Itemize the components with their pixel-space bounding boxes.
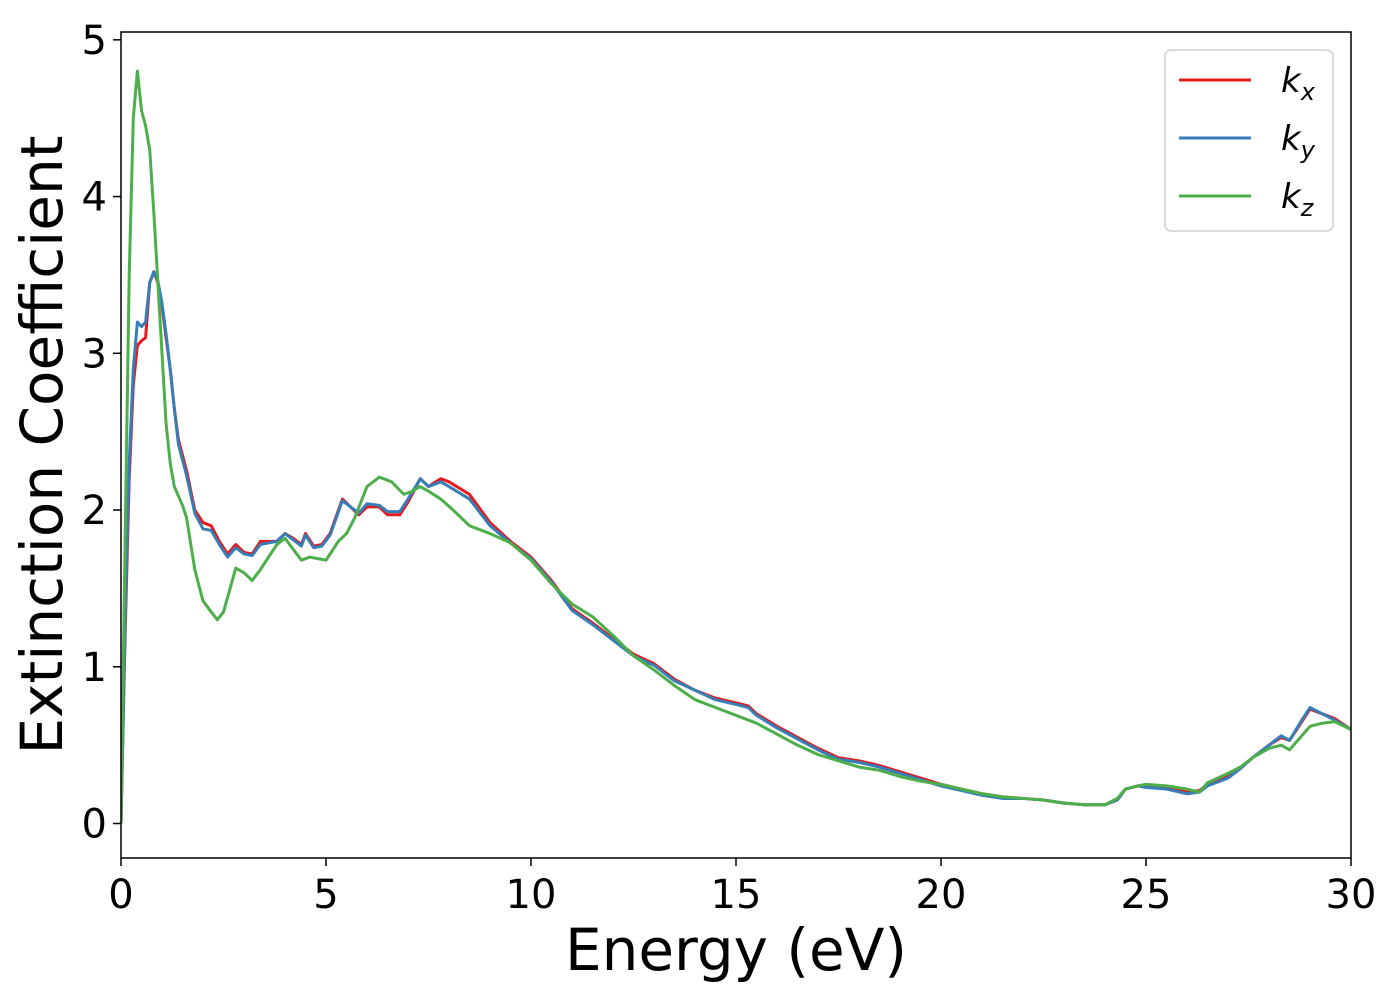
x-tick-label: 0 xyxy=(108,872,133,918)
legend-label-ky: ky xyxy=(1281,119,1316,164)
series-line-ky xyxy=(121,270,1351,824)
y-tick-label: 3 xyxy=(82,331,107,377)
x-tick-label: 15 xyxy=(711,872,762,918)
x-tick-label: 20 xyxy=(916,872,967,918)
x-tick-label: 30 xyxy=(1326,872,1377,918)
ticks-layer: 0 5 10 15 20 25 30 0 1 2 3 4 5 xyxy=(82,18,1377,918)
x-tick-label: 25 xyxy=(1121,872,1172,918)
series-line-kz xyxy=(121,69,1351,824)
series-line-kx xyxy=(121,270,1351,824)
legend: kx ky kz xyxy=(1164,49,1334,232)
y-tick-label: 0 xyxy=(82,802,107,848)
x-axis-title: Energy (eV) xyxy=(565,916,907,984)
y-tick-label: 5 xyxy=(82,18,107,64)
y-tick-label: 2 xyxy=(82,488,107,534)
y-tick-label: 4 xyxy=(82,175,107,221)
legend-label-kx: kx xyxy=(1281,61,1316,106)
x-tick-label: 10 xyxy=(506,872,557,918)
x-tick-label: 5 xyxy=(313,872,338,918)
legend-box xyxy=(1164,49,1334,232)
y-axis-title: Extinction Coefficient xyxy=(8,136,76,755)
y-tick-label: 1 xyxy=(82,645,107,691)
series-layer xyxy=(121,69,1351,824)
legend-label-kz: kz xyxy=(1281,177,1315,222)
